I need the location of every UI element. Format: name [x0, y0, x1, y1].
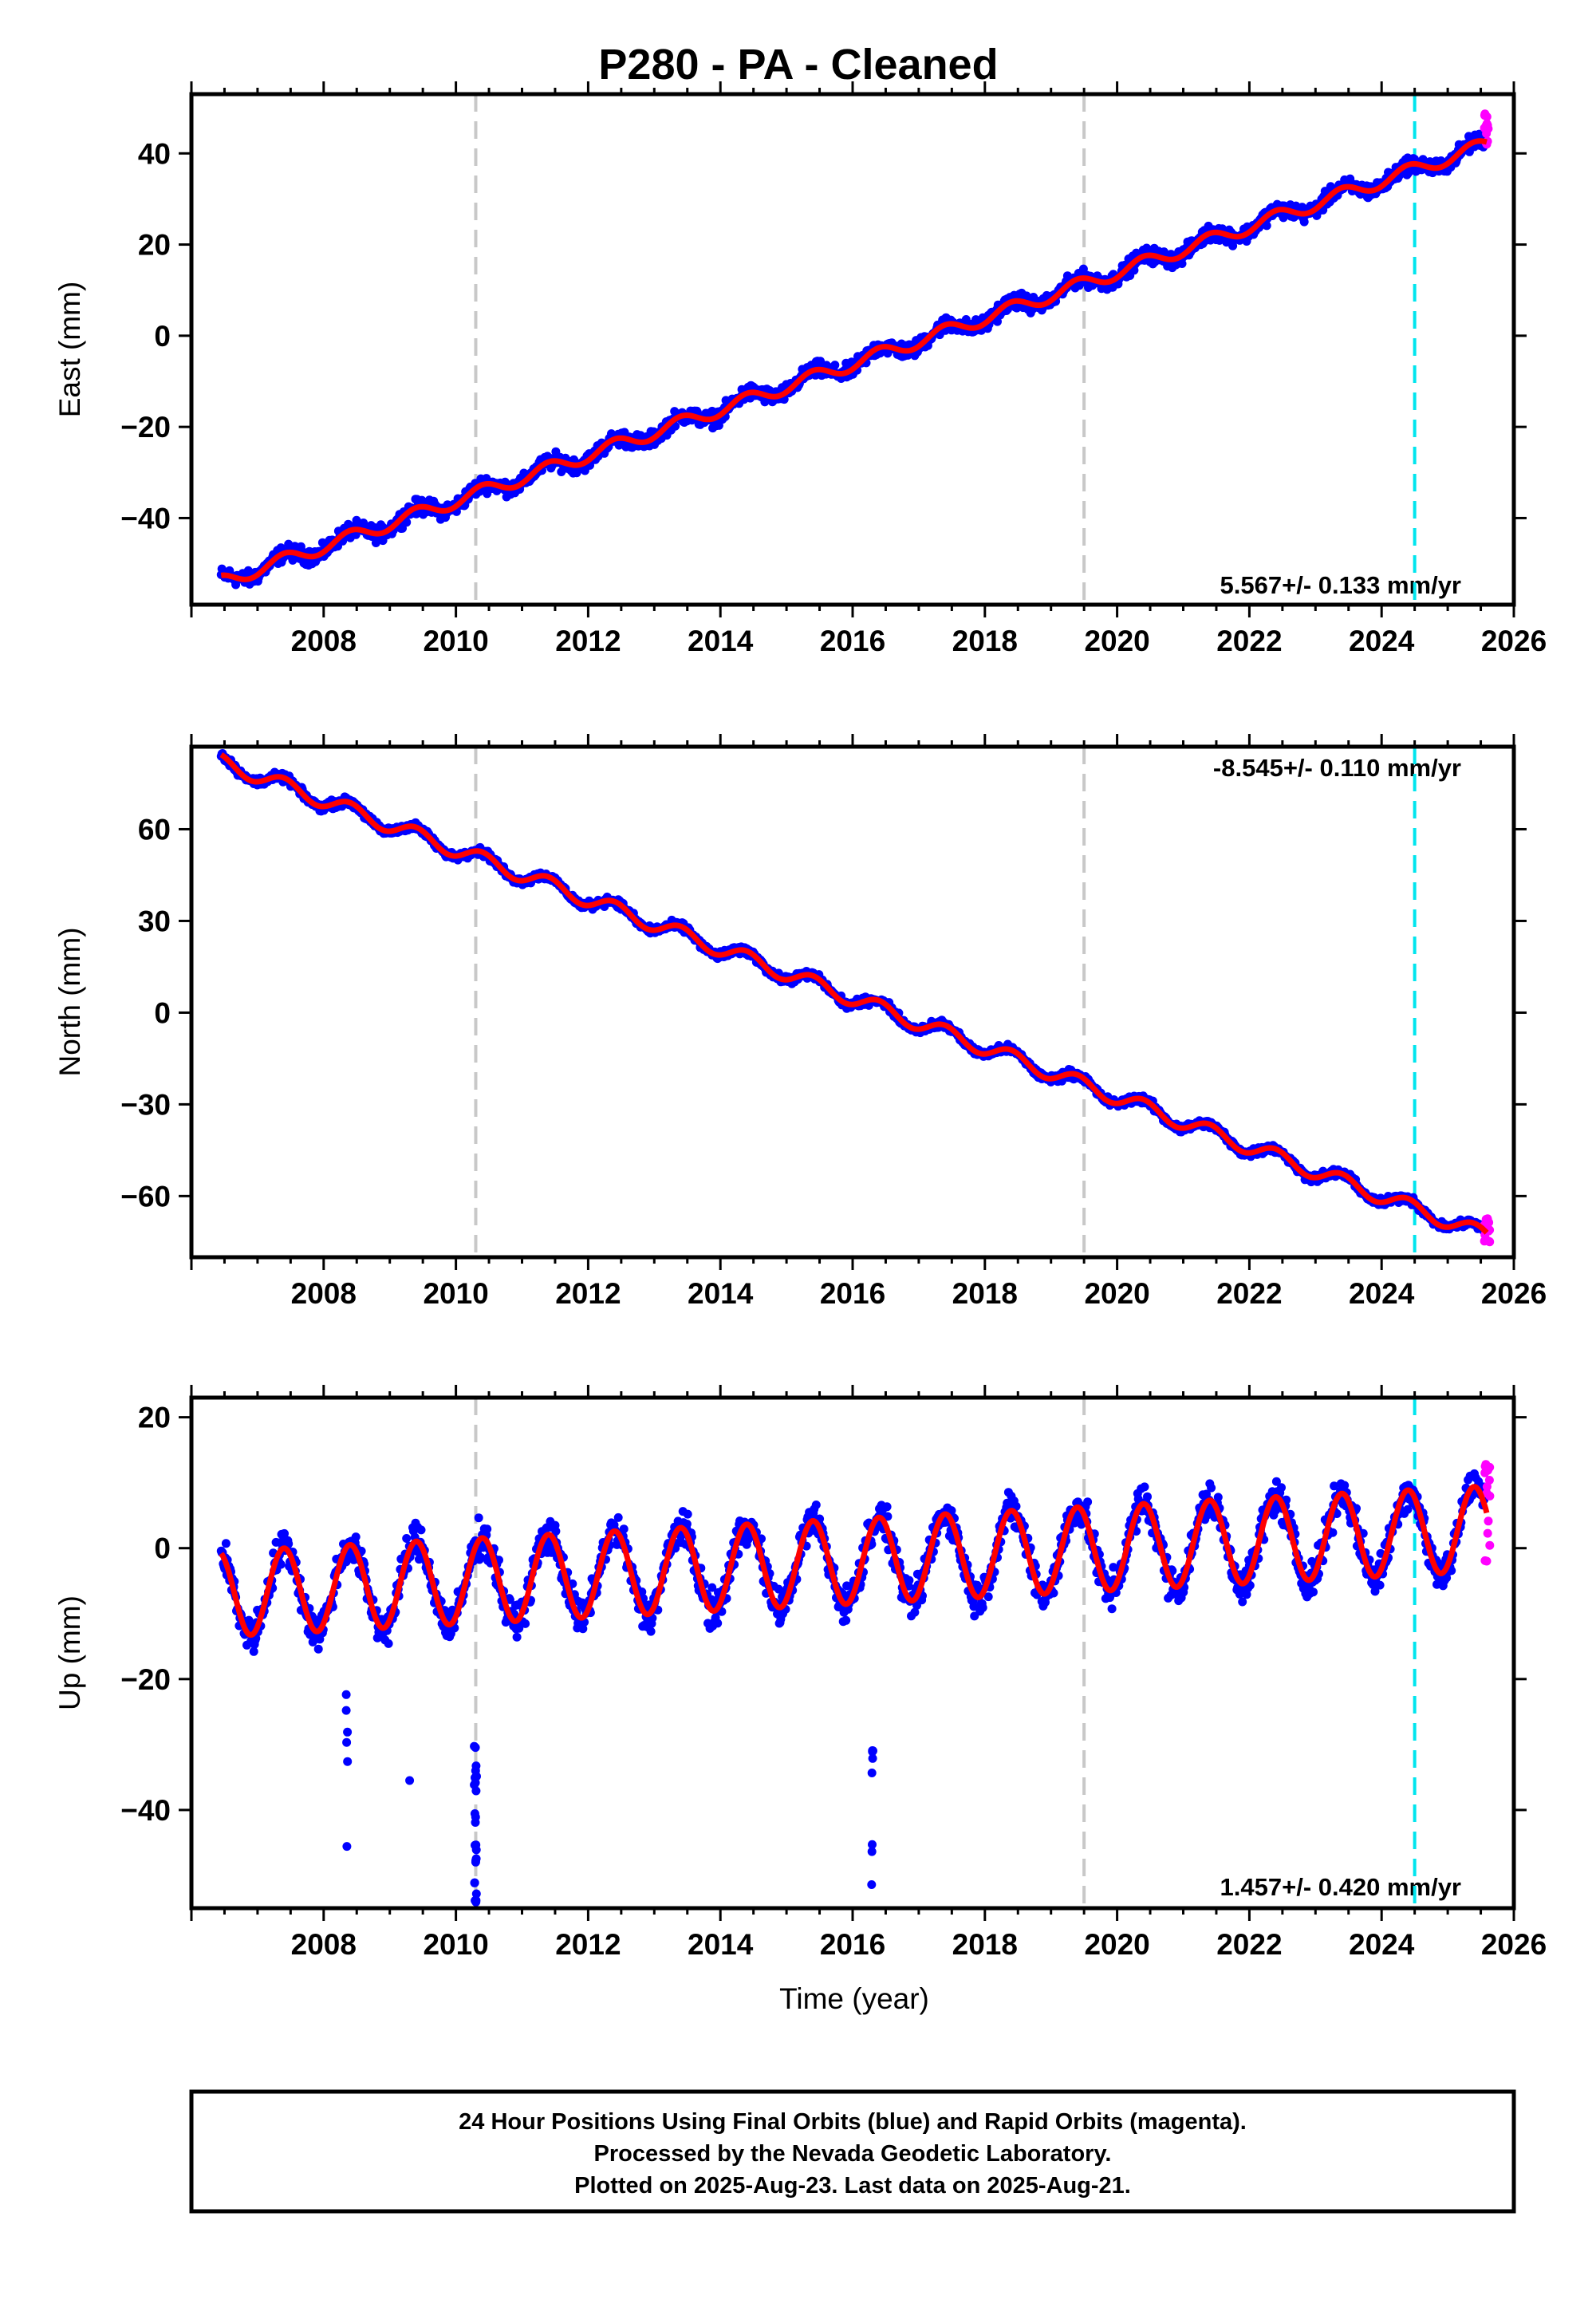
x-tick-label: 2010	[423, 1277, 488, 1310]
data-point	[646, 1627, 656, 1636]
data-point	[384, 1639, 393, 1648]
data-point	[402, 518, 412, 527]
x-tick-label: 2012	[555, 1277, 621, 1310]
plot-area	[216, 747, 1495, 1257]
up-rate-label: 1.457+/- 0.420 mm/yr	[1220, 1873, 1461, 1901]
x-tick-label: 2012	[555, 625, 621, 657]
east-panel: East (mm) 5.567+/- 0.133 mm/yr 2008 2010 2…	[53, 81, 1547, 657]
x-tick-label: 2026	[1481, 1277, 1547, 1310]
y-tick-label: 30	[138, 905, 171, 937]
data-point	[402, 1534, 412, 1543]
final-orbit-points	[216, 129, 1489, 590]
data-point	[613, 1512, 623, 1522]
east-rate-label: 5.567+/- 0.133 mm/yr	[1220, 571, 1461, 599]
data-point	[351, 1532, 361, 1542]
y-tick-label: −40	[120, 502, 171, 534]
y-tick-label: 60	[138, 813, 171, 846]
data-point	[713, 1619, 723, 1628]
data-point	[483, 1524, 492, 1534]
y-tick-label: 20	[138, 229, 171, 262]
y-tick-label: 0	[154, 996, 171, 1029]
data-point	[512, 1632, 522, 1642]
north-ylabel: North (mm)	[53, 927, 86, 1076]
data-point	[883, 1512, 893, 1521]
data-point	[882, 1502, 892, 1512]
east-ylabel: East (mm)	[53, 282, 86, 418]
data-point	[551, 1527, 561, 1536]
x-tick-label: 2022	[1216, 625, 1282, 657]
rapid-orbit-points	[1480, 109, 1493, 149]
x-tick-label: 2010	[423, 625, 488, 657]
data-point	[249, 1647, 258, 1656]
x-tick-label: 2018	[952, 1277, 1018, 1310]
data-point	[1299, 217, 1309, 227]
model-curve	[219, 752, 1489, 1235]
data-point	[830, 361, 840, 370]
data-point	[682, 1520, 692, 1528]
x-tick-label: 2024	[1349, 625, 1415, 657]
rapid-point	[1484, 1236, 1494, 1246]
data-point	[416, 1525, 426, 1535]
data-point	[683, 1509, 692, 1519]
data-point	[313, 1644, 323, 1654]
x-tick-label: 2014	[688, 625, 754, 657]
x-tick-label: 2008	[291, 1277, 357, 1310]
final-orbit-points	[216, 1469, 1489, 1907]
up-ylabel: Up (mm)	[53, 1595, 86, 1710]
data-point	[476, 1552, 486, 1562]
plot-area	[216, 1398, 1495, 1908]
x-tick-label: 2008	[291, 625, 357, 657]
x-tick-label: 2016	[820, 625, 885, 657]
final-orbit-points	[216, 749, 1489, 1236]
rapid-point	[1480, 111, 1489, 120]
data-point	[521, 1619, 530, 1628]
data-point	[707, 1583, 717, 1592]
y-tick-label: 0	[154, 320, 171, 353]
x-tick-label: 2016	[820, 1277, 885, 1310]
data-point	[276, 1560, 286, 1569]
rapid-point	[1483, 120, 1492, 130]
data-point	[811, 1501, 821, 1509]
x-tick-label: 2014	[688, 1277, 754, 1310]
north-rate-label: -8.545+/- 0.110 mm/yr	[1213, 754, 1461, 782]
data-point	[619, 1524, 629, 1534]
data-point	[474, 1513, 483, 1523]
data-point	[904, 1576, 914, 1585]
x-tick-label: 2024	[1349, 1277, 1415, 1310]
y-tick-label: −20	[120, 411, 171, 444]
rapid-orbit-points	[1480, 1214, 1495, 1247]
data-point	[547, 1548, 557, 1557]
x-tick-label: 2026	[1481, 625, 1547, 657]
data-point	[637, 1587, 647, 1596]
y-tick-label: −30	[120, 1088, 171, 1121]
north-panel: North (mm) -8.545+/- 0.110 mm/yr 2008 201…	[53, 734, 1547, 1310]
data-point	[774, 1584, 783, 1594]
y-tick-label: −60	[120, 1180, 171, 1213]
model-curve	[220, 138, 1488, 582]
x-tick-label: 2022	[1216, 1277, 1282, 1310]
up-panel: Up (mm) 1.457+/- 0.420 mm/yr 2008 2010 201…	[53, 1385, 1547, 1961]
chart-title: P280 - PA - Cleaned	[598, 41, 998, 89]
data-point	[578, 1624, 588, 1634]
plot-area	[216, 94, 1493, 605]
data-point	[505, 1595, 514, 1604]
x-tick-label: 2020	[1084, 625, 1149, 657]
x-tick-label: 2018	[952, 625, 1018, 657]
rapid-point	[1484, 1217, 1493, 1227]
x-tick-label: 2020	[1084, 1277, 1149, 1310]
data-point	[221, 1539, 231, 1548]
data-point	[841, 1615, 851, 1625]
data-point	[1262, 221, 1271, 231]
data-point	[371, 538, 380, 547]
y-tick-label: 40	[138, 137, 171, 170]
